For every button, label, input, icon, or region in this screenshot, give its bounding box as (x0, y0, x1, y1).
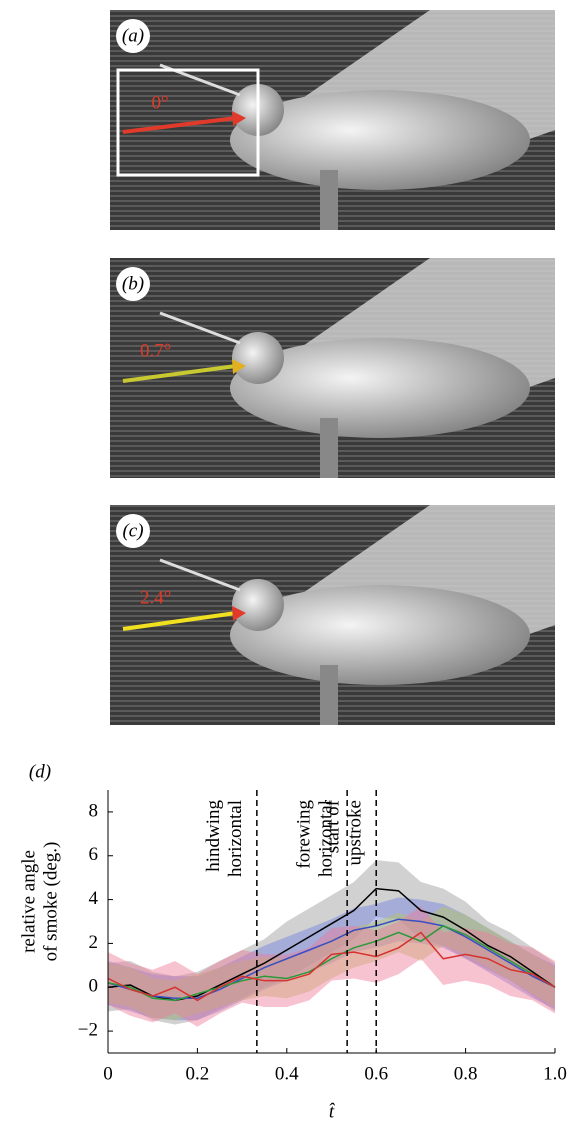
angle-label: 0.7° (140, 340, 171, 361)
y-tick-label: 0 (89, 976, 99, 997)
leg (320, 665, 338, 725)
leg (320, 170, 338, 230)
x-tick-label: 1.0 (543, 1063, 567, 1084)
x-axis-label: t̂ (329, 1101, 336, 1122)
photo: (a) 0° (110, 10, 555, 230)
figure: (a) 0° (b) 0.7° (c) 2.4° hindwinghorizontal fo… (0, 0, 576, 1126)
y-axis-label: of smoke (deg.) (40, 842, 61, 962)
annotation: forewing (294, 800, 315, 869)
y-axis-label: relative angle (18, 850, 39, 953)
annotation: hindwing (203, 800, 224, 872)
x-tick-label: 0.8 (454, 1063, 478, 1084)
panel-label: (c) (122, 520, 143, 541)
angle-label: 2.4° (140, 587, 171, 608)
x-tick-label: 0.6 (364, 1063, 388, 1084)
angle-label: 0° (151, 92, 168, 113)
y-tick-label: 6 (89, 844, 99, 865)
x-tick-label: 0.2 (186, 1063, 210, 1084)
annotation: upstroke (345, 800, 366, 865)
x-tick-label: 0 (103, 1063, 113, 1084)
panel-label: (a) (122, 25, 144, 46)
photo: (c) 2.4° (110, 505, 555, 725)
photo: (b) 0.7° (110, 258, 555, 478)
annotation: start of (323, 799, 344, 853)
y-tick-label: 2 (89, 932, 99, 953)
x-tick-label: 0.4 (275, 1063, 299, 1084)
y-tick-label: 4 (89, 888, 99, 909)
y-tick-label: 8 (89, 800, 99, 821)
panel-label: (d) (29, 761, 51, 782)
insect-head (232, 332, 284, 384)
y-tick-label: −2 (78, 1019, 98, 1040)
panel-label: (b) (122, 273, 144, 294)
leg (320, 418, 338, 478)
annotation: horizontal (225, 800, 246, 877)
insect-head (232, 579, 284, 631)
